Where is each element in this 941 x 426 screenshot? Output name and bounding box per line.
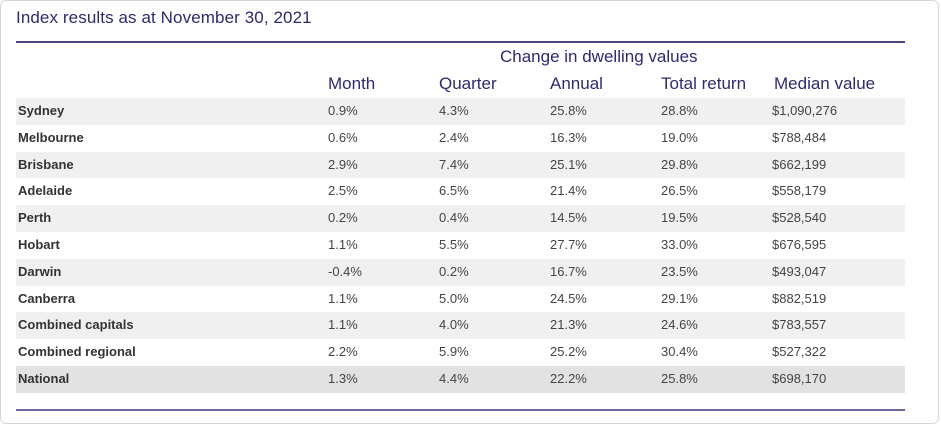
quarter-change: 6.5%: [439, 183, 469, 199]
col-header-total-return: Total return: [661, 74, 747, 93]
quarter-change: 0.2%: [439, 263, 469, 279]
col-header-annual: Annual: [550, 74, 603, 93]
median-value: $1,090,276: [772, 103, 838, 118]
region-name: National: [18, 370, 70, 386]
table-row: Melbourne 0.6% 2.4% 16.3% 19.0% $788,484: [16, 125, 905, 152]
table-row: Brisbane 2.9% 7.4% 25.1% 29.8% $662,199: [16, 151, 905, 179]
col-header-month: Month: [328, 74, 376, 93]
quarter-change: 4.4%: [439, 370, 469, 386]
median-value: $558,179: [772, 183, 827, 199]
table-row: Adelaide 2.5% 6.5% 21.4% 26.5% $558,179: [16, 178, 905, 205]
footer-rule: [16, 409, 905, 411]
annual-change: 27.7%: [550, 236, 587, 252]
quarter-change: 7.4%: [439, 156, 469, 172]
quarter-change: 5.0%: [439, 290, 469, 306]
month-change: 0.6%: [328, 129, 358, 145]
median-value: $882,519: [772, 290, 827, 306]
table-row: Sydney 0.9% 4.3% 25.8% 28.8% $1,090,276: [16, 98, 905, 125]
month-change: 2.9%: [328, 156, 358, 172]
annual-change: 25.1%: [550, 156, 587, 172]
median-value: $528,540: [772, 210, 827, 226]
table-row: Hobart 1.1% 5.5% 27.7% 33.0% $676,595: [16, 232, 905, 259]
month-change: 1.1%: [328, 236, 358, 252]
median-value: $788,484: [772, 129, 827, 145]
annual-change: 21.4%: [550, 183, 587, 199]
table-row: Canberra 1.1% 5.0% 24.5% 29.1% $882,519: [16, 286, 905, 313]
col-header-quarter: Quarter: [439, 74, 497, 93]
month-change: 2.5%: [328, 183, 358, 199]
quarter-change: 4.0%: [439, 317, 469, 333]
region-name: Combined capitals: [18, 317, 134, 333]
annual-change: 21.3%: [550, 317, 587, 333]
total-return: 29.8%: [661, 156, 698, 172]
median-value: $698,170: [772, 370, 827, 386]
quarter-change: 2.4%: [439, 129, 469, 145]
annual-change: 16.7%: [550, 263, 587, 279]
month-change: -0.4%: [328, 263, 362, 279]
table-row: Combined regional 2.2% 5.9% 25.2% 30.4% …: [16, 339, 905, 366]
table-row: National 1.3% 4.4% 22.2% 25.8% $698,170: [16, 365, 905, 393]
total-return: 19.5%: [661, 210, 698, 226]
region-name: Perth: [18, 210, 52, 226]
annual-change: 25.2%: [550, 344, 587, 360]
month-change: 0.9%: [328, 103, 358, 118]
quarter-change: 5.5%: [439, 236, 469, 252]
total-return: 24.6%: [661, 317, 698, 333]
median-value: $493,047: [772, 263, 827, 279]
region-name: Melbourne: [18, 129, 84, 145]
region-name: Sydney: [18, 103, 65, 118]
total-return: 28.8%: [661, 103, 698, 118]
quarter-change: 4.3%: [439, 103, 469, 118]
total-return: 30.4%: [661, 344, 698, 360]
header-rule: [16, 41, 905, 43]
annual-change: 22.2%: [550, 370, 587, 386]
total-return: 19.0%: [661, 129, 698, 145]
total-return: 29.1%: [661, 290, 698, 306]
annual-change: 14.5%: [550, 210, 587, 226]
total-return: 33.0%: [661, 236, 698, 252]
median-value: $676,595: [772, 236, 827, 252]
quarter-change: 0.4%: [439, 210, 469, 226]
table-row: Darwin -0.4% 0.2% 16.7% 23.5% $493,047: [16, 258, 905, 286]
month-change: 1.1%: [328, 317, 358, 333]
month-change: 2.2%: [328, 344, 358, 360]
total-return: 23.5%: [661, 263, 698, 279]
group-header: Change in dwelling values: [500, 47, 698, 66]
col-header-median-value: Median value: [774, 74, 876, 93]
annual-change: 16.3%: [550, 129, 587, 145]
region-name: Hobart: [18, 236, 60, 252]
region-name: Darwin: [18, 263, 62, 279]
month-change: 1.3%: [328, 370, 358, 386]
total-return: 26.5%: [661, 183, 698, 199]
region-name: Combined regional: [18, 344, 136, 360]
annual-change: 25.8%: [550, 103, 587, 118]
region-name: Brisbane: [18, 156, 74, 172]
median-value: $662,199: [772, 156, 827, 172]
month-change: 1.1%: [328, 290, 358, 306]
annual-change: 24.5%: [550, 290, 587, 306]
table-body: Sydney 0.9% 4.3% 25.8% 28.8% $1,090,276 …: [16, 98, 905, 393]
table-row: Perth 0.2% 0.4% 14.5% 19.5% $528,540: [16, 205, 905, 232]
median-value: $783,557: [772, 317, 827, 333]
region-name: Canberra: [18, 290, 76, 306]
median-value: $527,322: [772, 344, 827, 360]
region-name: Adelaide: [18, 183, 73, 199]
quarter-change: 5.9%: [439, 344, 469, 360]
table-row: Combined capitals 1.1% 4.0% 21.3% 24.6% …: [16, 312, 905, 340]
page-title: Index results as at November 30, 2021: [16, 8, 312, 27]
total-return: 25.8%: [661, 370, 698, 386]
month-change: 0.2%: [328, 210, 358, 226]
